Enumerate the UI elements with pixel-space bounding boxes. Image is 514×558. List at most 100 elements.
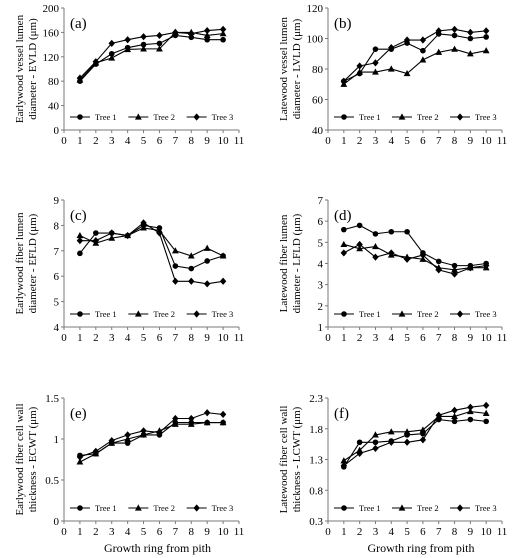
data-point — [171, 420, 179, 427]
x-tick-label: 5 — [141, 332, 147, 344]
data-point — [204, 36, 210, 43]
x-tick-label: 8 — [452, 332, 458, 344]
data-point — [108, 39, 115, 47]
x-tick-label: 7 — [436, 526, 442, 538]
data-point — [108, 437, 115, 445]
data-point — [156, 428, 163, 437]
y-tick-label: 120 — [307, 3, 324, 15]
legend-label: Tree 3 — [475, 309, 497, 319]
y-tick-label: 80 — [312, 64, 324, 76]
y-axis-label: thickness - ECWT (μm) — [27, 406, 39, 512]
data-point — [187, 420, 195, 427]
series-line — [79, 422, 224, 463]
x-tick-label: 11 — [497, 332, 508, 344]
data-point — [188, 414, 195, 423]
data-point — [403, 36, 411, 44]
data-point — [172, 263, 179, 269]
legend-marker — [398, 310, 406, 317]
chart-panel-f: 0 1 2 3 4 5 6 7 8 9 10 11 0.3 0.8 1.3 1.8 2.3 Latewood fi… — [278, 393, 507, 555]
x-tick-label: 0 — [61, 526, 67, 538]
x-tick-label: 0 — [325, 526, 331, 538]
x-tick-label: 8 — [189, 332, 195, 344]
series-tree-1 — [77, 222, 226, 272]
y-tick-label: 1 — [54, 434, 60, 446]
data-point — [219, 410, 227, 418]
y-axis-label: Latewood fiber lumen — [278, 214, 290, 312]
legend-marker — [398, 113, 406, 120]
x-tick-label: 0 — [61, 135, 67, 147]
data-point — [483, 418, 489, 425]
data-point — [372, 46, 379, 52]
x-tick-label: 0 — [61, 332, 67, 344]
data-point — [419, 436, 427, 444]
data-point — [356, 62, 363, 70]
x-tick-label: 3 — [109, 332, 115, 344]
x-tick-label: 4 — [389, 526, 395, 538]
x-tick-label: 11 — [497, 526, 508, 538]
series-line — [343, 33, 487, 82]
x-tick-label: 5 — [141, 135, 147, 147]
legend-label: Tree 1 — [359, 309, 381, 319]
data-point — [219, 419, 227, 426]
y-tick-label: 0 — [54, 516, 60, 528]
data-point — [203, 409, 211, 417]
data-point — [124, 231, 131, 240]
x-tick-label: 10 — [481, 332, 493, 344]
series-line — [79, 227, 224, 257]
series-line — [343, 48, 487, 85]
chart-panel-b: 0 1 2 3 4 5 6 7 8 9 10 11 40 60 80 100 120 Latewood vesse… — [278, 3, 507, 147]
series-tree-3 — [340, 401, 490, 470]
series-line — [79, 222, 224, 285]
data-point — [403, 69, 411, 77]
y-tick-label: 5 — [54, 297, 60, 309]
series-line — [79, 34, 224, 82]
data-point — [108, 54, 116, 61]
data-point — [388, 228, 395, 235]
data-point — [76, 231, 84, 239]
data-point — [92, 447, 100, 455]
y-tick-label: 7 — [318, 195, 324, 207]
x-tick-label: 4 — [125, 135, 131, 147]
data-point — [203, 26, 211, 35]
data-point — [419, 255, 427, 262]
y-axis-label: diameter - EVLD (μm) — [27, 18, 39, 120]
data-point — [340, 77, 348, 85]
data-point — [482, 47, 490, 54]
x-tick-label: 10 — [218, 135, 230, 147]
data-point — [372, 59, 379, 67]
series-line — [343, 243, 487, 275]
y-tick-label: 80 — [48, 76, 60, 88]
data-point — [219, 277, 227, 285]
legend: Tree 1 Tree 2 Tree 3 — [70, 309, 233, 319]
data-point — [435, 27, 442, 35]
data-point — [188, 277, 195, 285]
y-tick-label: 40 — [48, 101, 60, 113]
data-point — [156, 31, 163, 40]
data-point — [466, 50, 474, 57]
x-tick-label: 3 — [109, 526, 115, 538]
data-point — [467, 35, 474, 42]
data-point — [467, 28, 474, 36]
legend-marker — [193, 504, 200, 512]
panel-label: (c) — [70, 208, 87, 224]
legend-marker — [456, 504, 464, 512]
y-axis-label: diameter - EFLD (μm) — [27, 213, 39, 313]
data-point — [76, 458, 84, 465]
x-tick-label: 6 — [420, 526, 426, 538]
x-tick-label: 3 — [373, 526, 379, 538]
x-tick-label: 5 — [404, 135, 410, 147]
x-tick-label: 9 — [204, 135, 210, 147]
data-point — [140, 41, 147, 48]
legend: Tree 1 Tree 2 Tree 3 — [70, 112, 233, 122]
legend-label: Tree 3 — [475, 503, 497, 513]
x-axis-label: Growth ring from pith — [368, 541, 475, 555]
data-point — [340, 462, 348, 470]
legend-marker — [77, 505, 83, 511]
data-point — [124, 45, 132, 53]
x-tick-label: 9 — [468, 526, 474, 538]
data-point — [356, 240, 363, 249]
data-point — [172, 28, 179, 36]
x-tick-label: 5 — [141, 526, 147, 538]
